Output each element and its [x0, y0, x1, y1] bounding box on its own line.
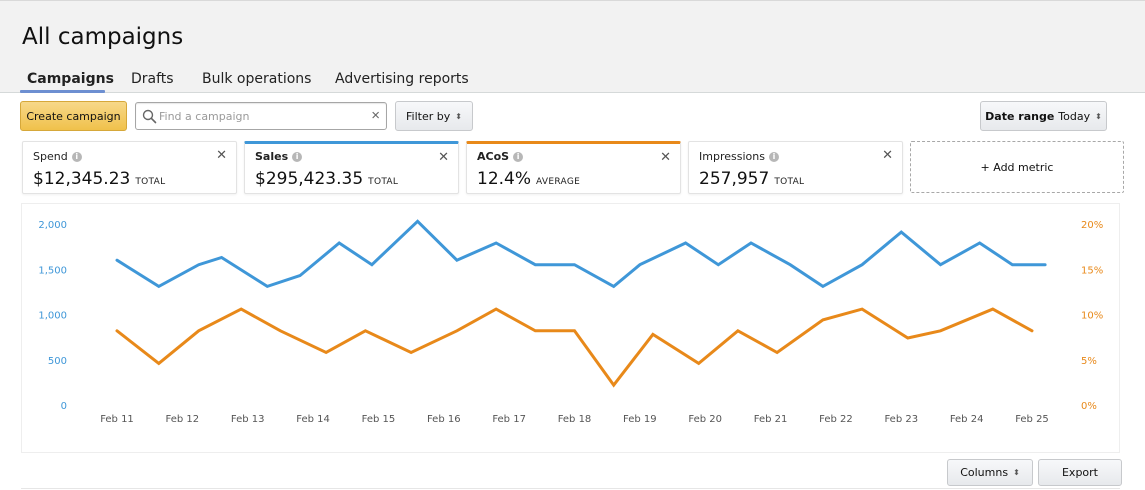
info-icon: i — [513, 151, 524, 162]
create-campaign-button[interactable]: Create campaign — [20, 101, 127, 131]
sort-arrows-icon: ⬍ — [1095, 111, 1102, 121]
close-icon[interactable]: × — [371, 107, 380, 124]
header-divider — [0, 92, 1145, 93]
tab-campaigns[interactable]: Campaigns — [27, 71, 114, 87]
x-axis-tick-label: Feb 15 — [362, 414, 396, 425]
metric-name: Impressions i — [699, 150, 779, 163]
close-icon[interactable]: ✕ — [216, 147, 227, 162]
metric-name: Sales i — [255, 150, 303, 163]
metric-card-impressions[interactable]: Impressions i ✕ 257,957 TOTAL — [688, 141, 903, 194]
left-axis-tick-label: 500 — [48, 356, 67, 367]
date-range-button[interactable]: Date range Today ⬍ — [980, 101, 1107, 131]
sort-arrows-icon: ⬍ — [1013, 468, 1020, 477]
sort-arrows-icon: ⬍ — [455, 111, 462, 121]
metric-value: $12,345.23 TOTAL — [33, 169, 166, 189]
right-axis-tick-label: 20% — [1081, 220, 1103, 231]
x-axis-tick-label: Feb 17 — [492, 414, 526, 425]
series-line-sales — [115, 219, 1047, 289]
metric-value: 257,957 TOTAL — [699, 169, 805, 189]
search-box: × — [135, 102, 387, 130]
x-axis-tick-label: Feb 20 — [688, 414, 722, 425]
metric-card-acos[interactable]: ACoS i ✕ 12.4% AVERAGE — [466, 141, 681, 194]
left-axis-tick-label: 1,000 — [38, 311, 67, 322]
search-input[interactable] — [159, 106, 359, 126]
x-axis-tick-label: Feb 16 — [427, 414, 461, 425]
x-axis-tick-label: Feb 18 — [558, 414, 592, 425]
columns-label: Columns — [960, 466, 1009, 479]
info-icon: i — [292, 151, 303, 162]
x-axis-tick-label: Feb 12 — [166, 414, 200, 425]
page-header — [0, 0, 1145, 93]
info-icon: i — [71, 151, 82, 162]
x-axis-tick-label: Feb 24 — [950, 414, 984, 425]
metric-card-sales[interactable]: Sales i ✕ $295,423.35 TOTAL — [244, 141, 459, 194]
right-axis-tick-label: 0% — [1081, 401, 1097, 412]
search-icon — [142, 109, 157, 124]
x-axis-tick-label: Feb 25 — [1015, 414, 1049, 425]
series-line-acos — [115, 307, 1034, 388]
metric-name: Spend i — [33, 150, 82, 163]
info-icon: i — [768, 151, 779, 162]
add-metric-button[interactable]: + Add metric — [910, 141, 1124, 193]
left-axis-tick-label: 2,000 — [38, 220, 67, 231]
columns-button[interactable]: Columns ⬍ — [947, 459, 1033, 486]
close-icon[interactable]: ✕ — [660, 149, 671, 164]
x-axis-tick-label: Feb 22 — [819, 414, 853, 425]
x-axis-tick-label: Feb 11 — [100, 414, 134, 425]
close-icon[interactable]: ✕ — [438, 149, 449, 164]
x-axis-tick-label: Feb 14 — [296, 414, 330, 425]
active-tab-indicator — [20, 90, 105, 93]
filter-by-button[interactable]: Filter by ⬍ — [395, 101, 473, 131]
tab-advertising-reports[interactable]: Advertising reports — [335, 71, 469, 87]
metric-card-spend[interactable]: Spend i ✕ $12,345.23 TOTAL — [22, 141, 237, 194]
metric-value: $295,423.35 TOTAL — [255, 169, 399, 189]
date-range-label: Date range — [985, 109, 1055, 123]
line-chart: 0 500 1,000 1,500 2,000 0% 5% 10% 15% 20% Feb 11 Fe… — [38, 219, 1103, 425]
page-title: All campaigns — [22, 24, 184, 50]
table-top-border — [21, 488, 1120, 489]
x-axis-tick-label: Feb 23 — [884, 414, 918, 425]
close-icon[interactable]: ✕ — [882, 147, 893, 162]
left-axis-tick-label: 0 — [61, 401, 67, 412]
tab-bulk-operations[interactable]: Bulk operations — [202, 71, 312, 87]
metric-value: 12.4% AVERAGE — [477, 169, 581, 189]
right-axis-tick-label: 15% — [1081, 265, 1103, 276]
tab-drafts[interactable]: Drafts — [131, 71, 174, 87]
left-axis-tick-label: 1,500 — [38, 265, 67, 276]
x-axis-tick-label: Feb 19 — [623, 414, 657, 425]
performance-chart: 0 500 1,000 1,500 2,000 0% 5% 10% 15% 20% Feb 11 Fe… — [21, 203, 1120, 453]
date-range-value: Today — [1058, 109, 1091, 123]
metric-name: ACoS i — [477, 150, 524, 163]
right-axis-tick-label: 10% — [1081, 311, 1103, 322]
export-button[interactable]: Export — [1038, 459, 1122, 486]
filter-by-label: Filter by — [406, 109, 451, 123]
x-axis-tick-label: Feb 13 — [231, 414, 265, 425]
right-axis-tick-label: 5% — [1081, 356, 1097, 367]
x-axis-tick-label: Feb 21 — [754, 414, 788, 425]
